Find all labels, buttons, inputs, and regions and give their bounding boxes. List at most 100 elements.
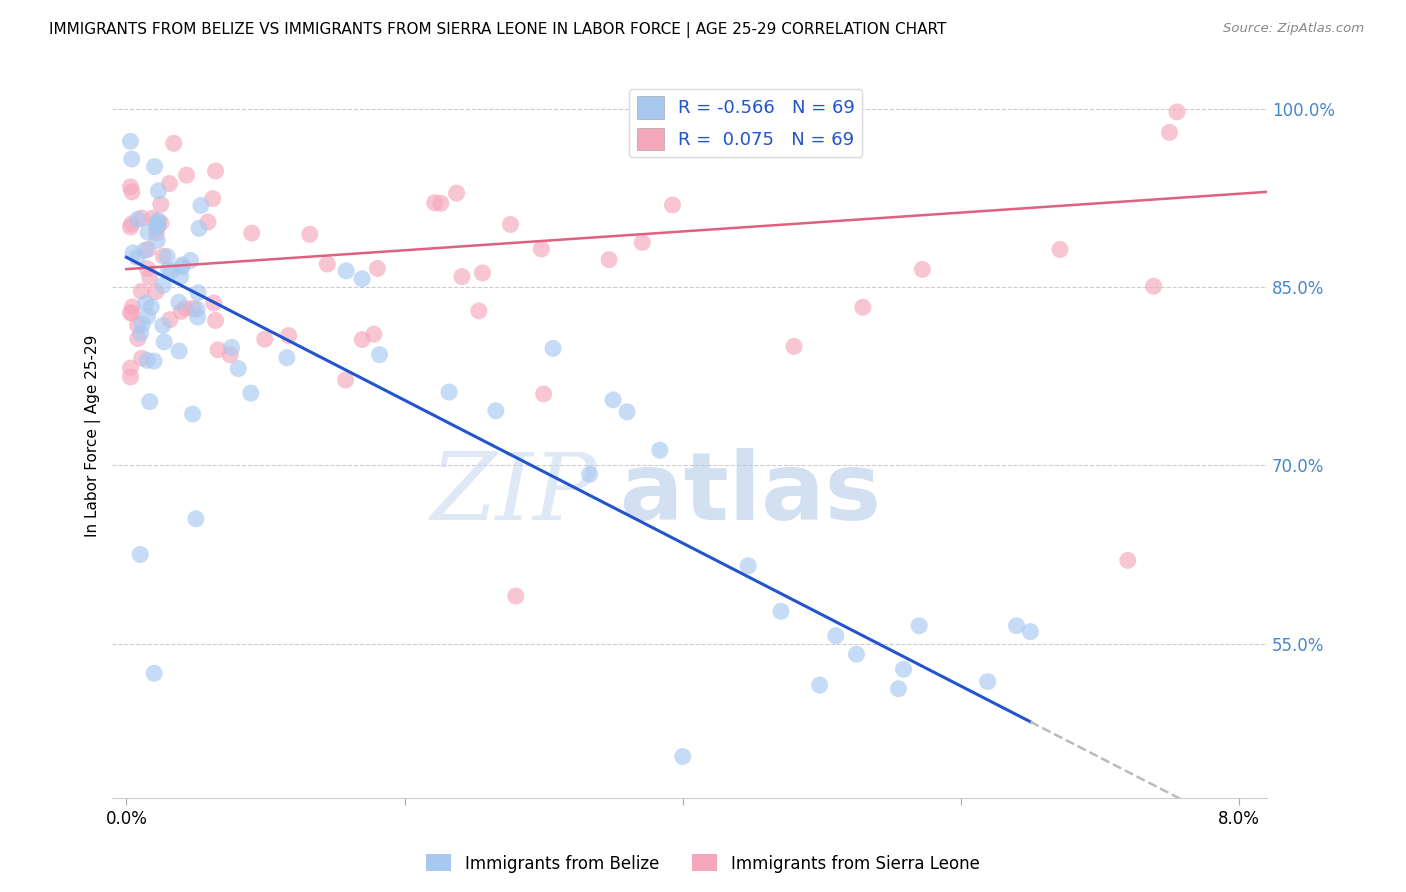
Point: [120, 180, 142, 194]
Point: [808, 678, 831, 692]
Point: [335, 373, 357, 387]
Point: [1005, 619, 1028, 633]
Point: [598, 252, 620, 267]
Point: [852, 300, 875, 314]
Point: [631, 235, 654, 250]
Point: [911, 262, 934, 277]
Point: [131, 351, 153, 366]
Point: [127, 212, 149, 227]
Point: [648, 443, 671, 458]
Point: [136, 310, 159, 324]
Point: [429, 196, 451, 211]
Point: [146, 217, 169, 231]
Point: [468, 304, 491, 318]
Point: [201, 192, 224, 206]
Point: [149, 197, 172, 211]
Point: [167, 295, 190, 310]
Point: [152, 249, 174, 263]
Point: [1019, 624, 1042, 639]
Point: [298, 227, 321, 242]
Point: [125, 251, 148, 265]
Point: [352, 333, 374, 347]
Point: [174, 301, 197, 316]
Point: [672, 749, 695, 764]
Point: [190, 198, 212, 212]
Point: [141, 211, 163, 226]
Point: [145, 285, 167, 299]
Point: [136, 353, 159, 368]
Point: [152, 278, 174, 293]
Point: [1159, 125, 1181, 139]
Point: [170, 260, 193, 275]
Point: [541, 342, 564, 356]
Legend: R = -0.566   N = 69, R =  0.075   N = 69: R = -0.566 N = 69, R = 0.075 N = 69: [630, 89, 862, 157]
Point: [737, 558, 759, 573]
Point: [187, 310, 209, 324]
Point: [1166, 104, 1188, 119]
Point: [533, 387, 555, 401]
Point: [437, 385, 460, 400]
Point: [368, 348, 391, 362]
Point: [160, 265, 183, 279]
Point: [120, 305, 142, 319]
Point: [172, 258, 194, 272]
Point: [120, 134, 142, 148]
Point: [131, 285, 153, 299]
Point: [170, 269, 193, 284]
Point: [485, 403, 508, 417]
Point: [180, 253, 202, 268]
Point: [121, 217, 143, 231]
Point: [1142, 279, 1164, 293]
Point: [219, 348, 242, 362]
Point: [783, 339, 806, 353]
Point: [159, 177, 181, 191]
Point: [908, 619, 931, 633]
Point: [207, 343, 229, 357]
Point: [136, 261, 159, 276]
Point: [977, 674, 1000, 689]
Point: [146, 217, 169, 231]
Point: [152, 318, 174, 333]
Point: [134, 244, 156, 258]
Text: atlas: atlas: [620, 448, 882, 540]
Point: [129, 548, 152, 562]
Point: [1049, 243, 1071, 257]
Point: [239, 386, 262, 401]
Point: [120, 361, 142, 376]
Point: [221, 341, 243, 355]
Point: [176, 168, 198, 182]
Point: [253, 332, 276, 346]
Point: [845, 647, 868, 661]
Point: [181, 407, 204, 421]
Legend: Immigrants from Belize, Immigrants from Sierra Leone: Immigrants from Belize, Immigrants from …: [420, 847, 986, 880]
Point: [146, 219, 169, 234]
Point: [138, 270, 160, 285]
Point: [578, 467, 600, 482]
Point: [120, 370, 142, 384]
Point: [204, 164, 226, 178]
Point: [129, 326, 152, 341]
Point: [277, 328, 299, 343]
Point: [186, 302, 208, 317]
Point: [184, 512, 207, 526]
Point: [530, 242, 553, 256]
Point: [824, 629, 846, 643]
Point: [887, 681, 910, 696]
Point: [661, 198, 683, 212]
Text: IMMIGRANTS FROM BELIZE VS IMMIGRANTS FROM SIERRA LEONE IN LABOR FORCE | AGE 25-2: IMMIGRANTS FROM BELIZE VS IMMIGRANTS FRO…: [49, 22, 946, 38]
Point: [131, 211, 153, 225]
Point: [226, 361, 249, 376]
Point: [122, 245, 145, 260]
Point: [352, 272, 374, 286]
Point: [769, 604, 792, 618]
Point: [127, 318, 149, 332]
Point: [136, 243, 159, 257]
Point: [276, 351, 298, 365]
Point: [141, 300, 163, 314]
Point: [127, 332, 149, 346]
Point: [366, 261, 388, 276]
Point: [204, 313, 226, 327]
Point: [143, 666, 166, 681]
Point: [143, 354, 166, 368]
Point: [446, 186, 468, 201]
